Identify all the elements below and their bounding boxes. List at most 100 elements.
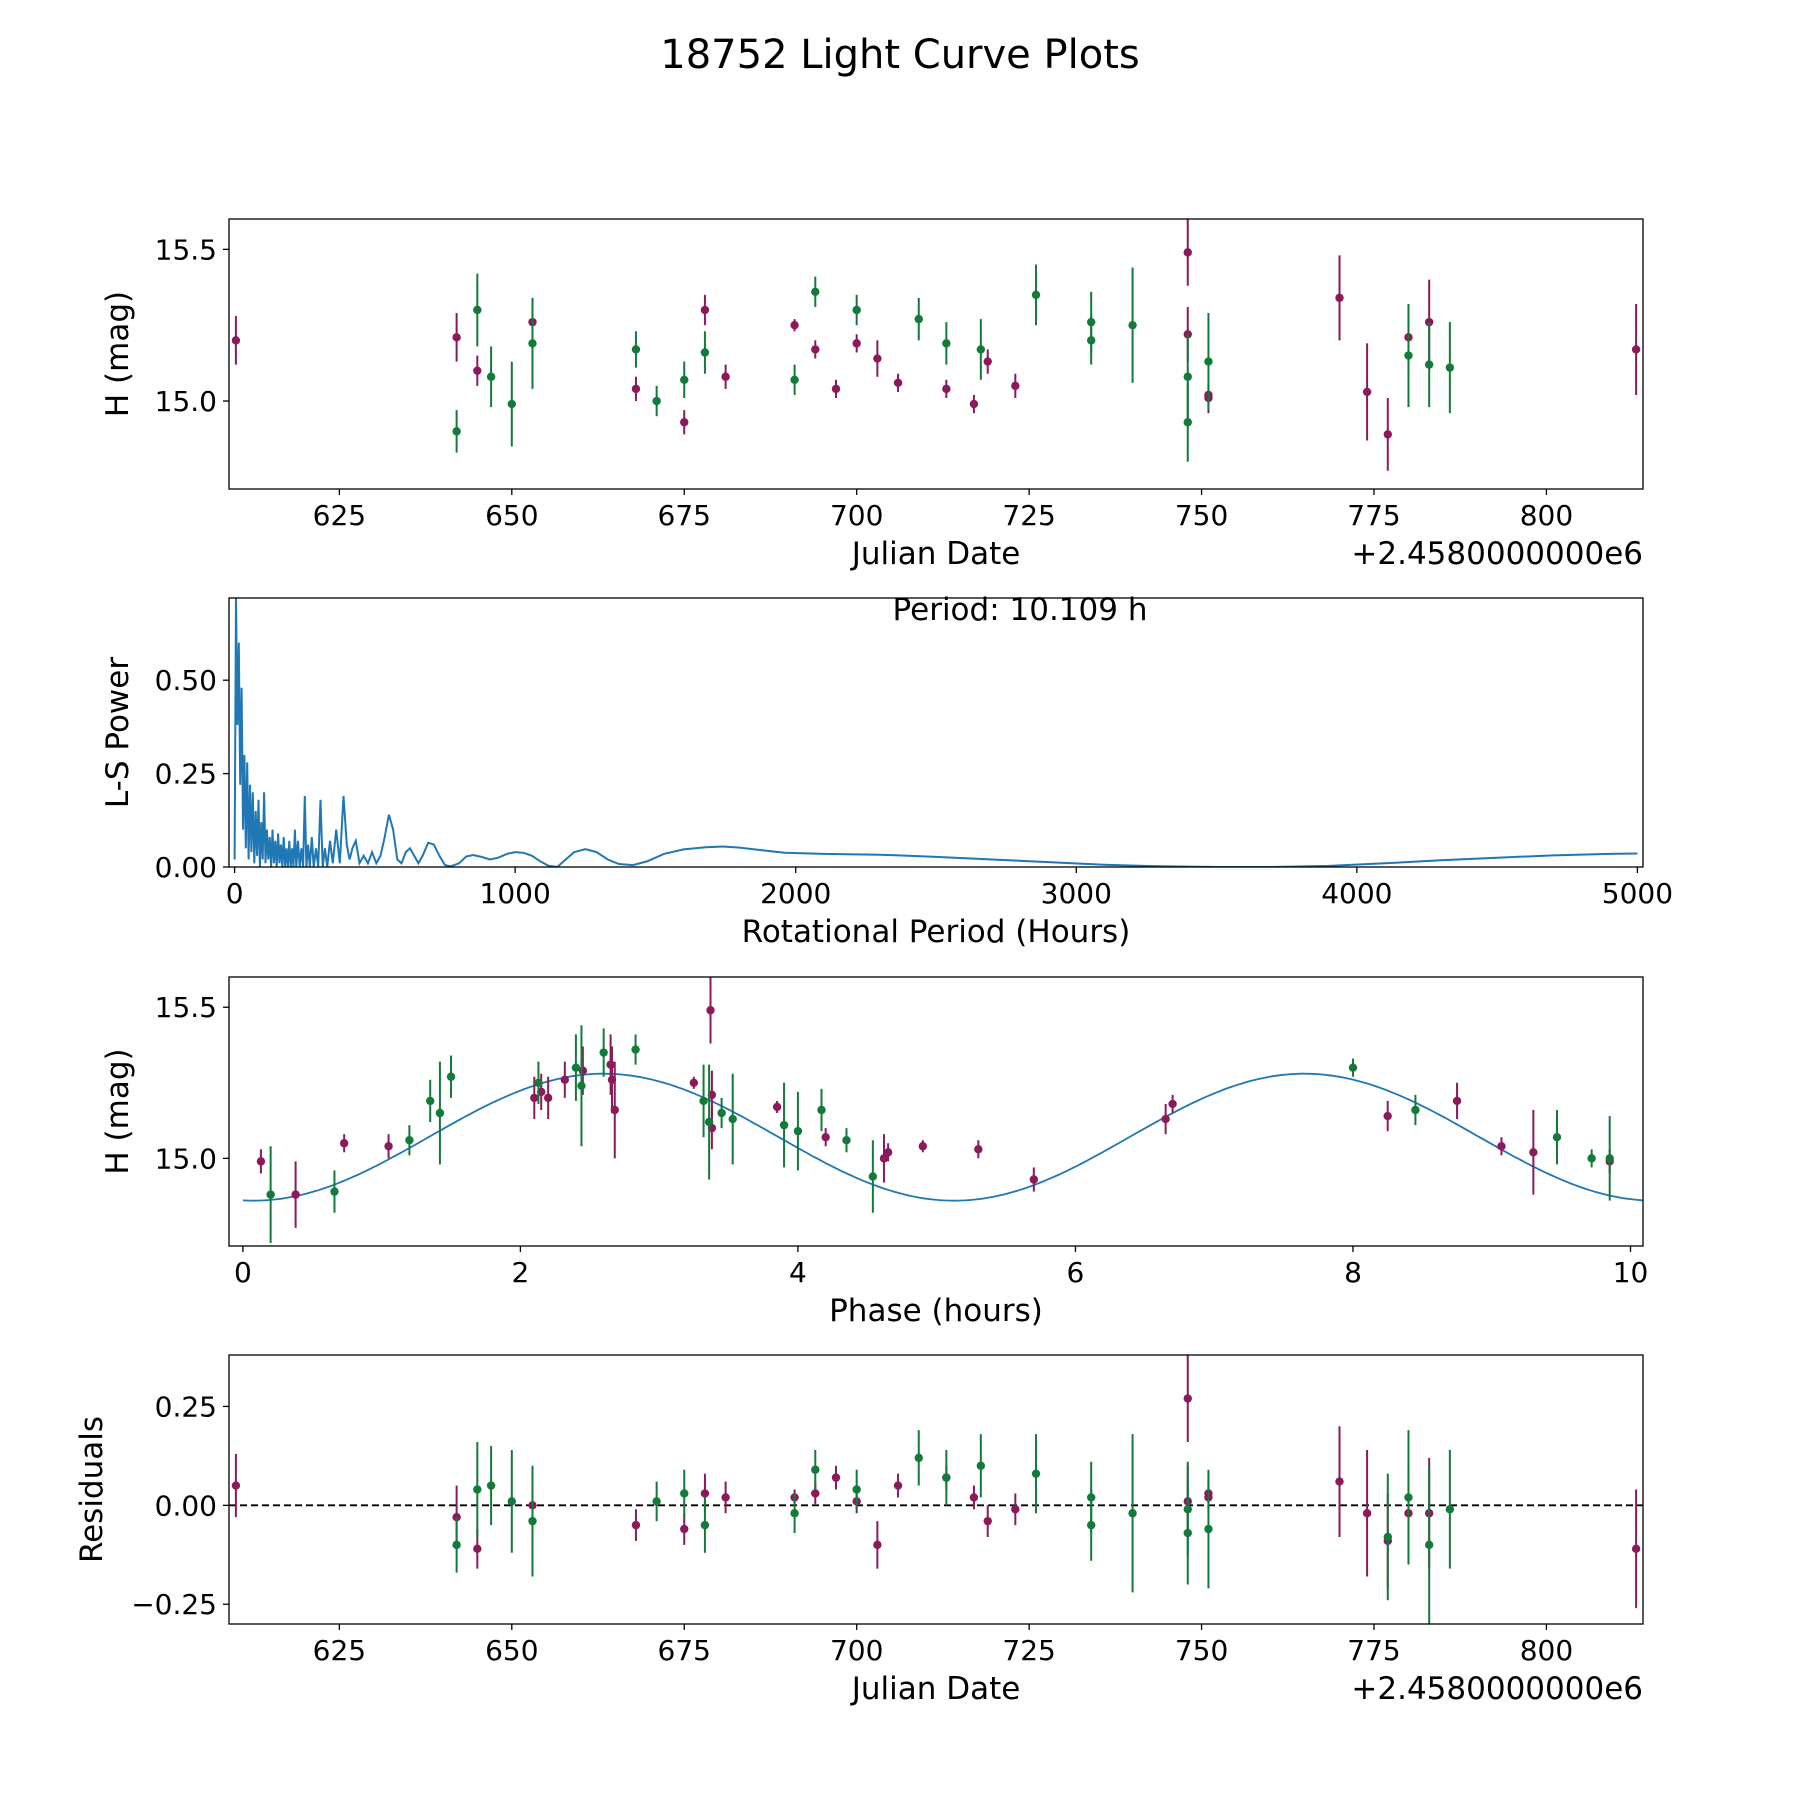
panel-lightcurve: 625 650 675 700 725 750 775 800 15.0 15.5 Julian D…	[100, 218, 1644, 572]
data-point	[680, 1524, 689, 1534]
data-point	[893, 1481, 903, 1490]
data-point	[1011, 1505, 1020, 1514]
data-point	[1183, 1528, 1192, 1538]
data-point	[852, 1485, 861, 1494]
x-tick-label: 0	[226, 877, 244, 910]
data-point	[1183, 372, 1192, 381]
data-point	[831, 384, 841, 394]
x-axis-label: Julian Date	[850, 1671, 1021, 1707]
x-axis-label: Rotational Period (Hours)	[742, 914, 1131, 950]
data-point	[486, 372, 496, 381]
data-point	[700, 348, 710, 357]
data-point	[473, 1485, 482, 1494]
data-point	[873, 1540, 882, 1550]
x-tick-label: 675	[658, 1634, 711, 1667]
data-point	[1605, 1154, 1614, 1163]
y-axis-label: H (mag)	[100, 1048, 136, 1174]
data-point	[1445, 363, 1455, 372]
x-offset-text: +2.4580000000e6	[1351, 1671, 1643, 1707]
data-point	[779, 1120, 789, 1130]
data-point	[473, 305, 482, 315]
data-point	[790, 1509, 799, 1518]
data-point	[606, 1060, 615, 1069]
data-point	[1335, 293, 1344, 303]
y-tick-label: 15.5	[155, 991, 217, 1024]
data-point	[873, 354, 882, 363]
data-point	[452, 333, 461, 342]
periodogram-curve	[233, 598, 1638, 867]
x-offset-text: +2.4580000000e6	[1351, 536, 1643, 572]
y-tick-label: 15.0	[155, 1142, 217, 1175]
data-point	[790, 320, 799, 330]
phased-data	[242, 977, 1643, 1243]
data-point	[1348, 1063, 1358, 1072]
x-tick-label: 775	[1347, 499, 1400, 532]
data-point	[942, 339, 951, 348]
data-point	[704, 1117, 714, 1127]
data-point	[1029, 1175, 1039, 1184]
y-tick-label: 0.25	[155, 1390, 217, 1423]
data-point	[811, 1489, 820, 1498]
data-point	[700, 1520, 710, 1530]
data-point	[942, 384, 951, 394]
data-point	[914, 1453, 923, 1463]
y-tick-label: 15.0	[155, 385, 217, 418]
data-point	[577, 1081, 586, 1091]
residuals-data	[229, 1355, 1643, 1624]
data-point	[717, 1108, 726, 1118]
data-point	[452, 427, 461, 436]
data-point	[1031, 1469, 1041, 1478]
x-tick-label: 2	[511, 1256, 529, 1289]
data-point	[528, 1516, 537, 1526]
data-point	[1529, 1148, 1538, 1157]
x-tick-label: 625	[313, 1634, 366, 1667]
x-tick-label: 3000	[1041, 877, 1112, 910]
x-tick-label: 750	[1175, 1634, 1228, 1667]
periodogram-data	[233, 598, 1638, 867]
data-point	[1631, 1544, 1641, 1554]
data-point	[384, 1142, 393, 1151]
data-point	[1183, 248, 1192, 257]
data-point	[1404, 1493, 1413, 1502]
y-tick-label: 0.50	[155, 664, 217, 697]
data-point	[652, 1497, 661, 1506]
data-point	[842, 1136, 851, 1145]
x-tick-label: 6	[1067, 1256, 1085, 1289]
data-point	[983, 1516, 992, 1526]
data-point	[974, 1145, 983, 1154]
panel-phased: 0 2 4 6 8 10 15.0 15.5 Phase (hours) H (mag)	[100, 976, 1649, 1329]
data-point	[599, 1048, 608, 1057]
data-point	[914, 314, 923, 324]
data-point	[983, 357, 992, 366]
data-point	[1362, 1509, 1372, 1518]
data-point	[969, 399, 979, 409]
data-point	[631, 1520, 641, 1530]
x-tick-label: 675	[658, 499, 711, 532]
data-point	[793, 1126, 803, 1136]
y-axis-label: L-S Power	[100, 657, 136, 808]
data-point	[942, 1473, 951, 1482]
x-tick-label: 625	[313, 499, 366, 532]
x-tick-label: 10	[1613, 1256, 1649, 1289]
x-tick-label: 725	[1002, 1634, 1055, 1667]
x-tick-label: 800	[1520, 499, 1573, 532]
x-tick-label: 750	[1175, 499, 1228, 532]
data-point	[831, 1473, 841, 1482]
data-point	[700, 1489, 710, 1498]
data-point	[1204, 1524, 1213, 1534]
data-point	[1424, 360, 1434, 369]
axes-frame	[228, 976, 1644, 1247]
data-point	[571, 1063, 581, 1072]
axes-frame	[228, 597, 1644, 868]
y-tick-label: 0.00	[155, 851, 217, 884]
data-point	[266, 1190, 275, 1199]
data-point	[721, 372, 730, 381]
data-point	[1128, 320, 1137, 330]
data-point	[817, 1105, 826, 1115]
data-point	[1445, 1505, 1455, 1514]
data-point	[1204, 357, 1213, 366]
data-point	[631, 1045, 640, 1054]
data-point	[1011, 381, 1020, 391]
